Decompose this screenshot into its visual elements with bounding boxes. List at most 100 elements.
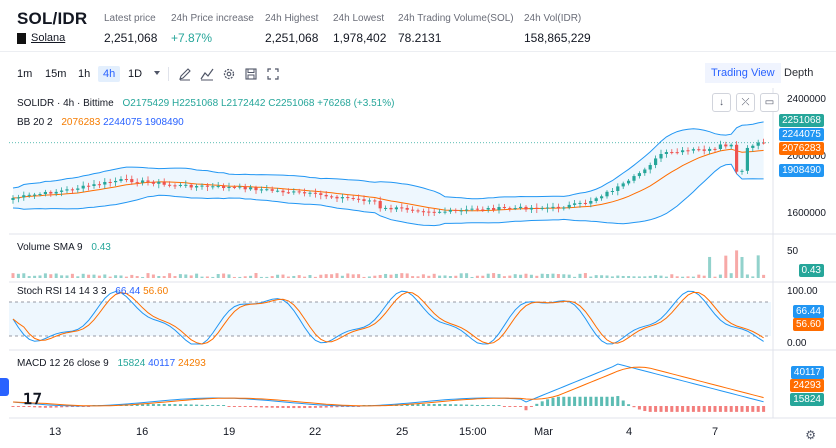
macd-hist-bar [589,396,593,406]
candle-body [675,152,679,154]
chevron-down-icon[interactable] [150,66,164,80]
candle-body [357,198,361,200]
volume-bar [486,273,490,278]
stat-label: 24h Highest [265,13,319,24]
arrow-down-icon[interactable]: ↓ [712,93,731,112]
volume-bar [724,255,728,278]
settings-icon[interactable] [222,67,236,81]
x-tick: 25 [396,426,409,438]
volume-bar [97,275,101,278]
volume-bar [600,275,604,278]
volume-bar [43,273,47,278]
coin-link[interactable]: Solana [31,32,66,44]
candle-body [286,192,290,194]
candle-body [54,191,58,194]
candle-body [319,193,323,195]
volume-bar [697,274,701,278]
candle-body [594,198,598,201]
x-tick: 7 [712,426,719,438]
draw-icon[interactable] [178,67,192,81]
candle-body [735,144,739,172]
interval-1m[interactable]: 1m [17,68,33,80]
save-icon[interactable] [244,67,258,81]
macd-hist-bar [65,406,69,408]
interval-1h[interactable]: 1h [78,68,91,80]
macd-hist-bar [200,404,204,406]
macd-hist-bar [675,406,679,412]
macd-hist-bar [184,404,188,406]
stat-value: 1,978,402 [333,31,387,45]
candle-body [313,192,317,194]
candle-body [637,173,641,177]
interval-15m[interactable]: 15m [45,68,67,80]
macd-hist-bar [697,406,701,412]
candle-body [432,211,436,213]
solana-icon [17,32,26,44]
price-tick: 2400000 [787,94,826,105]
volume-bar [519,274,523,278]
macd-label: MACD 12 26 close 9 [17,358,109,369]
candle-body [38,194,42,196]
volume-bar [583,273,587,278]
interval-4h[interactable]: 4h [98,66,121,82]
volume-tick: 50 [787,246,799,257]
candle-body [11,197,15,200]
volume-bar [135,276,139,278]
gear-icon[interactable]: ⚙ [805,428,816,442]
volume-bar [200,276,204,278]
macd-hist-bar [573,396,577,406]
candle-body [243,186,247,190]
candle-body [151,181,155,184]
macd-hist-bar [664,406,668,412]
volume-bar [492,273,496,278]
chart-toolbar: 1m 15m 1h 4h 1D Trading View Depth [0,62,836,86]
sidebar-toggle-handle[interactable] [0,378,9,396]
candle-body [659,153,663,159]
maximize-icon[interactable]: ▭ [760,93,779,112]
macd-hist-bar [632,406,636,408]
trading-view-tab[interactable]: Trading View [705,63,781,83]
volume-bar [70,273,74,278]
ohlc-h-label: H [171,98,180,109]
interval-1d[interactable]: 1D [128,68,143,80]
candle-body [157,181,161,184]
indicator-icon[interactable] [200,67,214,81]
ohlc-high: 2251068 [179,98,219,109]
candle-body [216,185,220,187]
macd-hist-bar [475,404,479,406]
volume-bar [567,274,571,278]
macd-line-value: 40117 [148,358,176,369]
volume-bar [367,276,371,278]
macd-hist-bar [313,406,317,408]
volume-bar [502,276,506,278]
candle-body [681,150,685,153]
candle-body [497,207,501,210]
volume-bar [292,275,296,278]
fullscreen-icon[interactable] [266,67,280,81]
volume-bar [211,276,215,278]
bb-basis-line [12,148,764,212]
candle-body [643,169,647,174]
candle-body [589,200,593,204]
volume-bar [384,273,388,278]
candle-body [535,207,539,209]
candle-body [119,179,123,181]
chart-canvas[interactable] [9,88,836,448]
price-tick: 1600000 [787,208,826,219]
chart-area[interactable]: SOLIDR · 4h · Bittime O2175429 H2251068 … [9,88,836,448]
depth-tab[interactable]: Depth [784,67,814,79]
volume-bar [756,255,760,278]
collapse-icon[interactable]: ⤫ [736,93,755,112]
candle-body [189,184,193,188]
bb-upper-line [12,121,764,200]
candle-body [27,194,31,196]
candle-body [713,148,717,150]
x-tick: 13 [49,426,62,438]
volume-bar [249,275,253,278]
volume-bar [340,275,344,278]
macd-hist-bar [276,406,280,408]
bb-lower-badge: 1908490 [779,164,824,177]
stat-latest-price: Latest price 2,251,068 [104,13,157,45]
stoch-k-line [12,290,764,345]
hist-badge: 15824 [790,393,824,406]
